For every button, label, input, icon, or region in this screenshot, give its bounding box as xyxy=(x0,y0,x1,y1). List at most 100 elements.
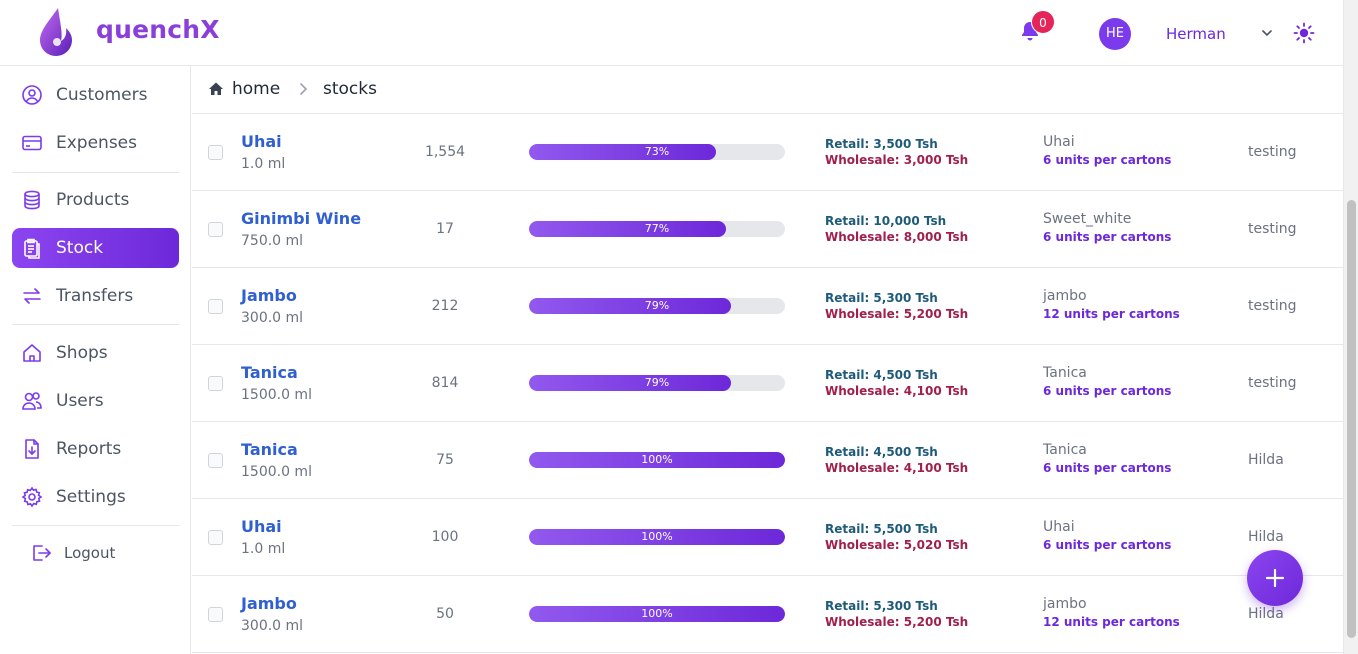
retail-price: Retail: 5,300 Tsh xyxy=(825,291,938,305)
sidebar-item-label: Reports xyxy=(56,439,122,459)
row-checkbox[interactable] xyxy=(208,222,223,237)
chevron-right-icon xyxy=(300,83,308,95)
package-name: Uhai xyxy=(1043,134,1075,150)
sidebar-item-shops[interactable]: Shops xyxy=(12,333,179,373)
retail-price: Retail: 5,500 Tsh xyxy=(825,522,938,536)
breadcrumb: home stocks xyxy=(192,66,1343,114)
stock-table: Uhai 1.0 ml 1,554 73% Retail: 3,500 Tsh Whole… xyxy=(192,114,1343,654)
package-units: 6 units per cartons xyxy=(1043,153,1172,167)
sidebar-item-expenses[interactable]: Expenses xyxy=(12,123,179,163)
sidebar-divider xyxy=(12,525,179,526)
document-download-icon xyxy=(25,439,39,459)
arrows-swap-icon xyxy=(23,288,41,304)
quenchx-logo-icon[interactable] xyxy=(36,6,76,58)
breadcrumb-home-link[interactable]: home xyxy=(232,79,281,99)
stock-progress-bar: 100% xyxy=(529,452,785,468)
retail-price: Retail: 5,300 Tsh xyxy=(825,599,938,613)
stock-progress-bar: 73% xyxy=(529,144,785,160)
chevron-down-icon[interactable] xyxy=(1260,26,1274,40)
page-scrollbar[interactable] xyxy=(1343,0,1358,654)
stock-progress-bar: 79% xyxy=(529,298,785,314)
package-name: Tanica xyxy=(1043,365,1087,381)
logout-icon xyxy=(33,545,51,561)
table-row[interactable]: Tanica 1500.0 ml 75 100% Retail: 4,500 Tsh Wh… xyxy=(192,422,1343,499)
product-name-link[interactable]: Jambo xyxy=(241,286,297,305)
sun-theme-toggle-icon[interactable] xyxy=(1293,22,1315,44)
row-checkbox[interactable] xyxy=(208,607,223,622)
retail-price: Retail: 10,000 Tsh xyxy=(825,214,947,228)
product-volume: 300.0 ml xyxy=(241,310,304,326)
progress-label: 79% xyxy=(644,299,670,312)
product-volume: 750.0 ml xyxy=(241,233,304,249)
package-name: Uhai xyxy=(1043,519,1075,535)
logout-label: Logout xyxy=(64,544,116,562)
avatar[interactable]: HE xyxy=(1099,18,1131,50)
wholesale-price: Wholesale: 5,200 Tsh xyxy=(825,307,969,321)
plus-icon xyxy=(1265,568,1285,588)
retail-price: Retail: 3,500 Tsh xyxy=(825,137,938,151)
product-name-link[interactable]: Tanica xyxy=(241,363,298,382)
sidebar-item-label: Products xyxy=(56,190,130,210)
package-name: Sweet_white xyxy=(1043,211,1132,227)
progress-fill xyxy=(529,452,785,468)
brand-name[interactable]: quenchX xyxy=(96,15,220,44)
product-name-link[interactable]: Uhai xyxy=(241,517,282,536)
gear-icon xyxy=(21,486,43,508)
product-volume: 1500.0 ml xyxy=(241,464,312,480)
stock-quantity: 75 xyxy=(436,452,454,468)
product-volume: 1.0 ml xyxy=(241,541,286,557)
table-row[interactable]: Ginimbi Wine 750.0 ml 17 77% Retail: 10,000 … xyxy=(192,191,1343,268)
sidebar-item-label: Settings xyxy=(56,487,126,507)
breadcrumb-current: stocks xyxy=(323,79,377,99)
package-units: 6 units per cartons xyxy=(1043,230,1172,244)
row-checkbox[interactable] xyxy=(208,376,223,391)
sidebar: Customers Expenses Products Stock Transf… xyxy=(0,66,191,654)
sidebar-divider xyxy=(12,172,179,173)
sidebar-item-products[interactable]: Products xyxy=(12,180,179,220)
owner-name: Hilda xyxy=(1248,529,1284,545)
product-name-link[interactable]: Uhai xyxy=(241,132,282,151)
sidebar-item-stock[interactable]: Stock xyxy=(12,228,179,268)
progress-fill xyxy=(529,298,732,314)
users-icon xyxy=(22,392,42,410)
progress-label: 100% xyxy=(641,530,673,543)
owner-name: Hilda xyxy=(1248,452,1284,468)
row-checkbox[interactable] xyxy=(208,299,223,314)
progress-label: 79% xyxy=(644,376,670,389)
table-row[interactable]: Jambo 300.0 ml 212 79% Retail: 5,300 Tsh Whol… xyxy=(192,268,1343,345)
username-label[interactable]: Herman xyxy=(1166,25,1226,43)
progress-fill xyxy=(529,221,727,237)
stock-quantity: 1,554 xyxy=(424,144,466,160)
progress-label: 100% xyxy=(641,607,673,620)
product-name-link[interactable]: Tanica xyxy=(241,440,298,459)
home-icon xyxy=(23,344,41,362)
product-volume: 300.0 ml xyxy=(241,618,304,634)
progress-label: 100% xyxy=(641,453,673,466)
owner-name: testing xyxy=(1248,375,1297,391)
stock-progress-bar: 100% xyxy=(529,529,785,545)
table-row[interactable]: Uhai 1.0 ml 1,554 73% Retail: 3,500 Tsh Whole… xyxy=(192,114,1343,191)
owner-name: Hilda xyxy=(1248,606,1284,622)
row-checkbox[interactable] xyxy=(208,530,223,545)
logout-button[interactable]: Logout xyxy=(12,533,179,573)
stock-progress-bar: 100% xyxy=(529,606,785,622)
wholesale-price: Wholesale: 4,100 Tsh xyxy=(825,461,969,475)
add-stock-button[interactable] xyxy=(1247,550,1303,606)
row-checkbox[interactable] xyxy=(208,453,223,468)
table-row[interactable]: Uhai 1.0 ml 100 100% Retail: 5,500 Tsh Wholes… xyxy=(192,499,1343,576)
sidebar-item-reports[interactable]: Reports xyxy=(12,429,179,469)
package-units: 6 units per cartons xyxy=(1043,461,1172,475)
scrollbar-thumb[interactable] xyxy=(1347,200,1356,638)
table-row[interactable]: Jambo 300.0 ml 50 100% Retail: 5,300 Tsh Whol… xyxy=(192,576,1343,653)
product-name-link[interactable]: Jambo xyxy=(241,594,297,613)
product-name-link[interactable]: Ginimbi Wine xyxy=(241,209,362,228)
owner-name: testing xyxy=(1248,298,1297,314)
home-icon[interactable] xyxy=(208,81,224,97)
row-checkbox[interactable] xyxy=(208,145,223,160)
sidebar-item-transfers[interactable]: Transfers xyxy=(12,276,179,316)
product-volume: 1.0 ml xyxy=(241,156,286,172)
sidebar-item-customers[interactable]: Customers xyxy=(12,75,179,115)
sidebar-item-users[interactable]: Users xyxy=(12,381,179,421)
sidebar-item-settings[interactable]: Settings xyxy=(12,477,179,517)
table-row[interactable]: Tanica 1500.0 ml 814 79% Retail: 4,500 Tsh Wh… xyxy=(192,345,1343,422)
